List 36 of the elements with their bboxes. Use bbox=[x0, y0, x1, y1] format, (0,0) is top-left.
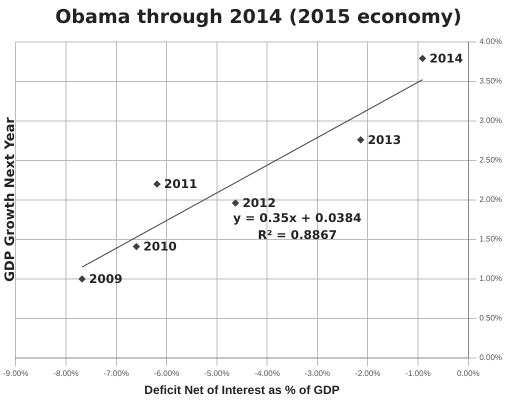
point bbox=[154, 180, 160, 188]
annotation: 2010 bbox=[143, 240, 177, 254]
x-tick-label: -2.00% bbox=[355, 369, 380, 378]
y-tick-label: 2.00% bbox=[479, 195, 502, 204]
x-tick-label: -7.00% bbox=[104, 369, 129, 378]
x-tick-label: -3.00% bbox=[304, 369, 330, 378]
x-axis-title: Deficit Net of Interest as % of GDP bbox=[144, 383, 340, 398]
annotation: 2011 bbox=[164, 177, 198, 192]
x-tick-label: -9.00% bbox=[2, 369, 28, 378]
x-tick-label: -6.00% bbox=[154, 369, 180, 378]
annotation: 2012 bbox=[242, 196, 276, 210]
x-tick-label: -5.00% bbox=[204, 369, 230, 378]
chart-title: Obama through 2014 (2015 economy) bbox=[54, 6, 463, 28]
x-tick-label: -4.00% bbox=[254, 369, 280, 378]
point bbox=[132, 243, 140, 250]
x-tick-label: 0.00% bbox=[456, 369, 480, 378]
annotation: 2014 bbox=[430, 52, 463, 66]
y-tick-label: 1.50% bbox=[479, 234, 502, 244]
x-tick-label: -8.00% bbox=[53, 369, 79, 378]
y-tick-label: 2.50% bbox=[479, 156, 502, 165]
annotation: 2013 bbox=[368, 132, 402, 147]
point bbox=[419, 54, 426, 62]
y-tick-label: 1.00% bbox=[479, 274, 502, 284]
annotation: R² = 0.8867 bbox=[258, 228, 337, 242]
point bbox=[357, 136, 364, 144]
y-tick-label: 0.50% bbox=[479, 314, 502, 323]
point bbox=[78, 275, 86, 282]
annotation: y = 0.35x + 0.0384 bbox=[233, 210, 362, 225]
y-tick-label: 4.00% bbox=[479, 37, 502, 46]
point bbox=[232, 200, 239, 207]
y-tick-label: 0.00% bbox=[479, 353, 502, 362]
y-axis-title: GDP Growth Next Year bbox=[2, 116, 18, 282]
y-tick-label: 3.00% bbox=[479, 116, 502, 126]
x-tick-label: -1.00% bbox=[405, 369, 431, 378]
y-tick-label: 3.50% bbox=[479, 76, 502, 86]
annotation: 2009 bbox=[89, 272, 122, 286]
